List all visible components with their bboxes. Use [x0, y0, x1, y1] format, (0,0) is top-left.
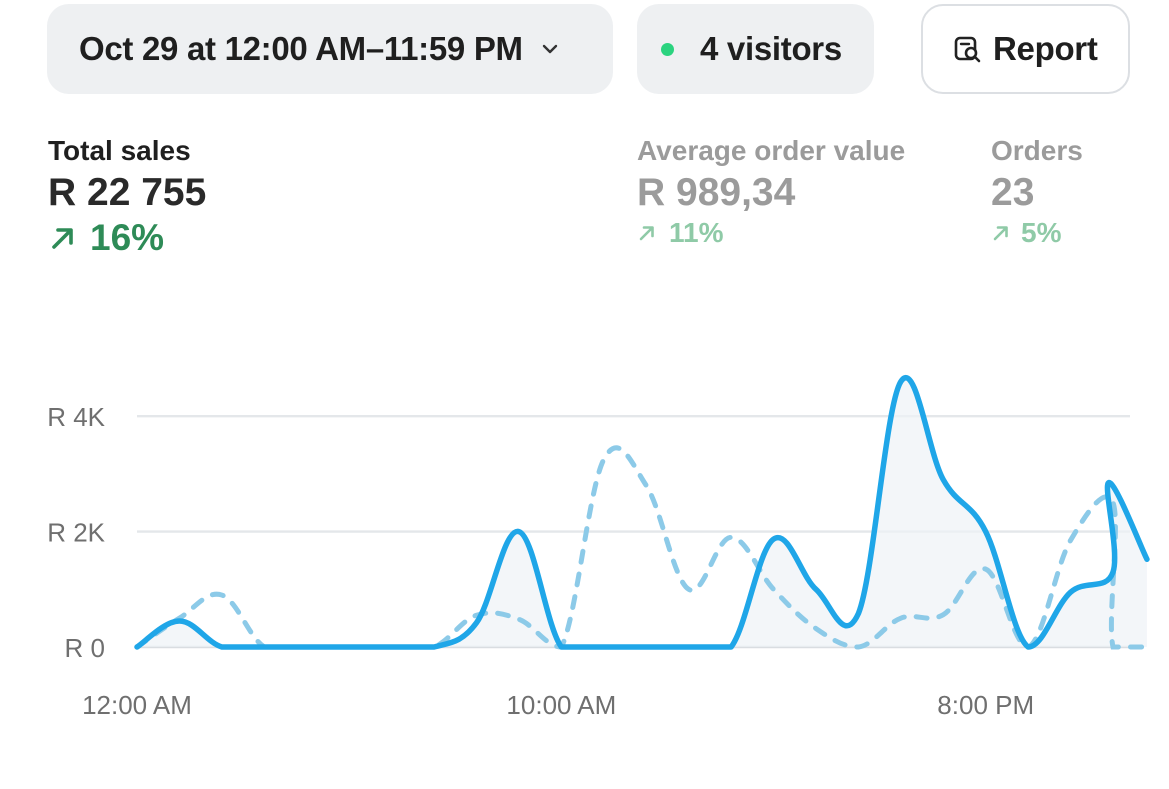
metric-change-value: 16%	[90, 217, 165, 258]
sales-area-fill	[137, 377, 1147, 647]
date-range-label: Oct 29 at 12:00 AM–11:59 PM	[79, 30, 523, 67]
live-dot-icon	[661, 42, 674, 56]
chevron-down-icon	[542, 44, 557, 54]
metric-label: Total sales	[48, 135, 191, 166]
metric-value: R 22 755	[48, 171, 207, 214]
arrow-up-right-icon	[639, 226, 654, 241]
metric-total-sales[interactable]: Total sales R 22 755 16%	[48, 134, 206, 258]
live-visitors-button[interactable]: 4 visitors	[637, 4, 874, 94]
metric-change: 5%	[991, 218, 1083, 248]
date-range-button[interactable]: Oct 29 at 12:00 AM–11:59 PM	[47, 4, 613, 94]
y-tick-label: R 0	[65, 633, 105, 663]
x-tick-label: 10:00 AM	[506, 690, 616, 720]
metric-value: R 989,34	[637, 171, 796, 214]
metric-orders[interactable]: Orders 23 5%	[991, 134, 1083, 248]
y-tick-label: R 2K	[47, 518, 105, 548]
metric-label: Orders	[991, 135, 1083, 166]
y-tick-label: R 4K	[47, 402, 105, 432]
metric-change: 11%	[637, 218, 905, 248]
report-search-icon	[954, 36, 981, 63]
arrow-up-right-icon	[52, 228, 73, 249]
metric-change: 16%	[48, 218, 206, 258]
report-button[interactable]: Report	[921, 4, 1130, 94]
metric-change-value: 5%	[1021, 217, 1062, 248]
x-tick-label: 12:00 AM	[82, 690, 192, 720]
metric-value: 23	[991, 171, 1035, 214]
arrow-up-right-icon	[993, 226, 1008, 241]
visitors-label: 4 visitors	[700, 30, 842, 67]
metric-label: Average order value	[637, 135, 906, 166]
x-tick-label: 8:00 PM	[937, 690, 1034, 720]
sales-line-chart[interactable]: R 0 R 2K R 4K 12:00 AM 10:00 AM 8:00 PM	[0, 300, 1169, 740]
sales-series-line	[134, 375, 1150, 650]
metric-change-value: 11%	[669, 217, 724, 248]
report-label: Report	[993, 30, 1098, 67]
metric-average-order-value[interactable]: Average order value R 989,34 11%	[637, 134, 905, 248]
